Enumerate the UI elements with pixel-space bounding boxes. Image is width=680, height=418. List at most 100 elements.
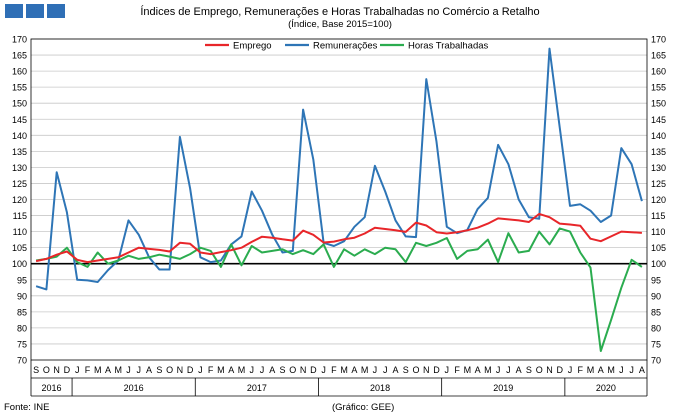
x-tick-label-month: A [598,365,604,375]
y-tick-label-left: 90 [17,291,27,301]
y-tick-label-right: 150 [651,99,666,109]
x-tick-label-month: J [568,365,573,375]
x-tick-label-month: O [536,365,543,375]
x-tick-label-month: J [506,365,511,375]
x-tick-label-month: M [94,365,102,375]
x-tick-label-month: A [269,365,275,375]
x-tick-label-month: S [156,365,162,375]
y-tick-label-right: 140 [651,131,666,141]
y-tick-label-right: 155 [651,83,666,93]
y-tick-label-right: 115 [651,211,665,221]
x-tick-label-month: F [85,365,91,375]
y-tick-label-right: 160 [651,67,666,77]
series-line-remuneracoes [35,47,643,291]
x-tick-label-month: N [53,365,60,375]
x-tick-label-month: F [208,365,214,375]
x-tick-label-month: J [249,365,254,375]
y-tick-label-right: 80 [651,323,661,333]
x-tick-label-month: J [137,365,142,375]
y-tick-label-left: 105 [12,243,27,253]
y-tick-label-left: 125 [12,179,27,189]
y-tick-label-left: 120 [12,195,27,205]
x-tick-label-month: D [556,365,563,375]
x-tick-label-month: N [300,365,307,375]
x-tick-label-month: D [64,365,71,375]
y-tick-label-right: 70 [651,356,661,366]
y-tick-label-right: 90 [651,291,661,301]
x-tick-label-month: N [177,365,184,375]
x-tick-label-month: J [75,365,80,375]
x-tick-label-month: J [126,365,131,375]
y-tick-label-right: 130 [651,163,666,173]
y-tick-label-left: 70 [17,356,27,366]
y-tick-label-left: 115 [13,211,27,221]
y-tick-label-left: 95 [17,275,27,285]
series-line-emprego [35,212,642,264]
plot-frame [30,38,648,361]
x-tick-label-month: J [198,365,203,375]
series-line-horas [35,227,643,352]
x-tick-label-month: A [475,365,481,375]
x-tick-label-month: A [516,365,522,375]
x-tick-label-month: O [166,365,173,375]
x-tick-label-month: O [43,365,50,375]
x-tick-label-month: D [433,365,440,375]
x-tick-label-month: S [526,365,532,375]
y-tick-label-left: 80 [17,323,27,333]
y-tick-label-left: 100 [12,259,27,269]
chart-title: Índices de Emprego, Remunerações e Horas… [140,6,540,18]
x-tick-label-month: F [578,365,584,375]
x-tick-label-month: N [546,365,553,375]
y-tick-label-left: 145 [12,115,27,125]
y-tick-label-left: 155 [12,83,27,93]
y-tick-label-left: 165 [12,51,27,61]
y-tick-label-left: 170 [12,35,27,45]
y-tick-label-right: 170 [651,35,666,45]
x-tick-label-month: S [403,365,409,375]
source-note: Fonte: INE [4,402,50,413]
y-tick-label-left: 150 [12,99,27,109]
x-tick-label-year: 2017 [247,383,267,393]
x-tick-label-month: J [619,365,624,375]
x-tick-label-month: A [351,365,357,375]
x-tick-label-year: 2019 [493,383,513,393]
x-tick-label-month: M [587,365,595,375]
x-tick-label-month: M [464,365,472,375]
x-tick-label-month: S [280,365,286,375]
legend-label-emprego: Emprego [233,41,272,52]
y-tick-label-right: 165 [651,51,666,61]
x-tick-label-month: M [484,365,492,375]
x-tick-label-month: J [260,365,265,375]
x-tick-label-month: A [228,365,234,375]
legend-label-horas: Horas Trabalhadas [408,41,489,52]
x-tick-label-month: F [454,365,460,375]
y-tick-label-right: 145 [651,115,666,125]
x-tick-label-month: M [238,365,246,375]
x-tick-label-month: J [383,365,388,375]
y-tick-label-left: 130 [12,163,27,173]
y-tick-label-right: 120 [651,195,666,205]
chart-subtitle: (Índice, Base 2015=100) [288,19,392,30]
legend-label-remuneracoes: Remunerações [313,41,378,52]
x-tick-label-year: 2016 [124,383,144,393]
ine-logo [5,4,65,18]
x-tick-label-year: 2020 [596,383,616,393]
x-tick-label-month: M [340,365,348,375]
x-tick-label-month: A [392,365,398,375]
chart-credit: (Gráfico: GEE) [332,402,395,413]
x-tick-label-month: D [310,365,317,375]
x-tick-label-month: A [146,365,152,375]
x-tick-label-month: A [639,365,645,375]
x-tick-label-month: S [33,365,39,375]
x-tick-label-month: J [321,365,326,375]
x-tick-label-month: N [423,365,430,375]
y-tick-label-left: 75 [17,339,27,349]
x-tick-label-year: 2018 [370,383,390,393]
x-tick-label-month: O [412,365,419,375]
y-tick-label-right: 95 [651,275,661,285]
y-tick-label-right: 105 [651,243,666,253]
x-tick-label-month: A [105,365,111,375]
x-tick-label-month: O [289,365,296,375]
y-tick-label-right: 125 [651,179,666,189]
